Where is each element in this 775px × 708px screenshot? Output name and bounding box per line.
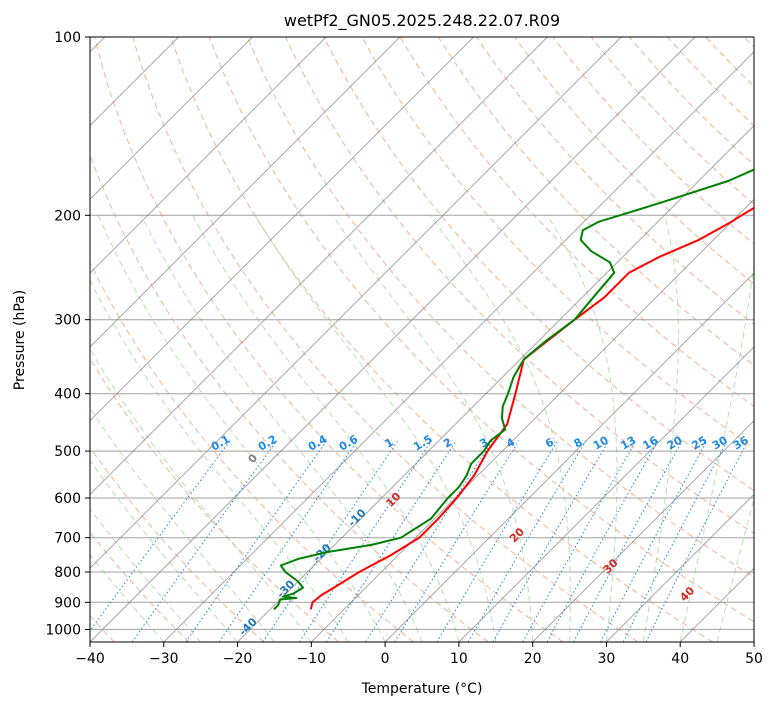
x-tick-label: −30: [149, 651, 179, 667]
moist-adiabat: [140, 215, 423, 642]
moist-adiabat: [642, 215, 679, 642]
mixing-ratio-line: [299, 440, 433, 642]
mixing-ratio-line: [522, 440, 637, 642]
isotherm: [384, 272, 754, 642]
y-tick-label: 200: [54, 208, 81, 224]
dry-adiabat: [90, 357, 339, 642]
isotherm: [163, 51, 754, 642]
dry-adiabat: [208, 37, 754, 623]
y-tick-label: 300: [54, 313, 81, 329]
x-tick-label: 0: [381, 651, 390, 667]
plot-area: 0.1 0.2 0.4 0.6 1 1.5 2 3 4 6 8 10 13 16 20 25 30 36-40-3…: [90, 37, 754, 642]
mixing-ratio-line: [131, 440, 278, 642]
isotherm: [90, 37, 327, 274]
y-axis: 1000 900 800 700 600 500 400 300 200 100: [45, 30, 90, 638]
x-tick-label: 50: [745, 651, 763, 667]
mixing-ratio-line: [436, 440, 559, 642]
x-tick-label: 40: [671, 651, 689, 667]
plot-background: [90, 37, 754, 642]
chart-title: wetPf2_GN05.2025.248.22.07.R09: [284, 11, 560, 31]
dry-adiabat: [132, 37, 639, 642]
isotherm: [90, 37, 253, 201]
mixing-ratio-line: [365, 440, 493, 642]
mixing-ratio-line: [218, 440, 358, 642]
dry-adiabat: [323, 37, 754, 492]
x-tick-label: −10: [297, 651, 327, 667]
y-tick-label: 1000: [45, 622, 81, 638]
moist-adiabat: [679, 259, 754, 642]
y-tick-label: 500: [54, 444, 81, 460]
isotherm: [532, 419, 754, 642]
y-axis-label: Pressure (hPa): [12, 290, 28, 390]
y-tick-label: 700: [54, 531, 81, 547]
moist-adiabat: [90, 459, 238, 642]
moist-adiabat: [546, 215, 618, 642]
y-tick-label: 100: [54, 30, 81, 46]
mixing-ratio-line: [492, 440, 610, 642]
dry-adiabat: [90, 446, 265, 642]
mixing-ratio-line: [394, 440, 520, 642]
y-tick-label: 900: [54, 595, 81, 611]
y-tick-label: 400: [54, 387, 81, 403]
isotherm: [90, 37, 696, 642]
x-tick-label: −40: [75, 651, 105, 667]
mixing-ratio-line: [573, 440, 683, 642]
x-tick-label: 10: [450, 651, 468, 667]
isotherm: [458, 346, 754, 642]
moist-adiabat: [429, 215, 571, 642]
isotherm: [90, 37, 401, 348]
moist-adiabat: [90, 406, 275, 642]
dry-adiabat: [437, 37, 754, 366]
mixing-ratio-line: [546, 440, 659, 642]
dry-adiabat: [514, 37, 754, 285]
x-axis-label: Temperature (°C): [361, 681, 483, 697]
dry-adiabat: [170, 37, 713, 642]
dry-adiabat: [94, 37, 564, 642]
y-tick-label: 800: [54, 565, 81, 581]
x-tick-label: −20: [223, 651, 253, 667]
dewpoint-profile: [273, 168, 754, 611]
moist-adiabat: [332, 215, 534, 642]
y-tick-label: 600: [54, 491, 81, 507]
dry-adiabat: [285, 37, 754, 535]
x-axis: −40 −30 −20 −10 0 10 20 30 40 50: [75, 642, 763, 667]
isotherm: [753, 641, 754, 642]
dry-adiabat: [90, 261, 414, 642]
isotherm: [90, 37, 475, 422]
isotherm: [90, 37, 622, 569]
isotherm: [90, 37, 548, 496]
x-tick-label: 30: [598, 651, 616, 667]
moist-adiabat: [97, 215, 386, 642]
dry-adiabat: [476, 37, 754, 325]
mixing-ratio-line: [467, 440, 587, 642]
mixing-ratio-line: [325, 440, 457, 642]
x-tick-label: 20: [524, 651, 542, 667]
moist-adiabat: [192, 215, 460, 642]
moist-adiabat: [90, 347, 312, 642]
isotherm: [606, 493, 754, 642]
mixing-ratio-line: [185, 440, 328, 642]
plot-frame: [89, 36, 755, 643]
mixing-ratio-line: [645, 440, 749, 642]
dry-adiabat: [246, 37, 754, 578]
mixing-ratio-line: [90, 440, 231, 632]
isotherm: [237, 124, 754, 642]
mixing-ratio-line: [262, 440, 399, 642]
